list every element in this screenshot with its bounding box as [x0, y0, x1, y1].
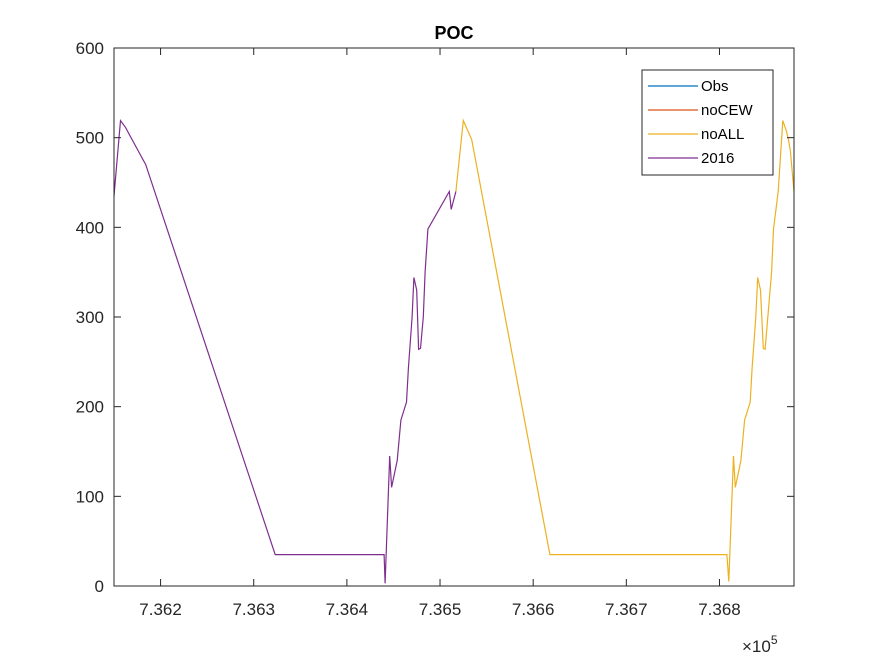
x-exponent-label: ×105: [742, 633, 778, 656]
x-tick-label: 7.367: [605, 600, 648, 619]
x-exponent-power: 5: [771, 633, 778, 647]
series-line-2016: [113, 118, 457, 584]
series-line-noall: [455, 118, 795, 582]
legend-label-obs: Obs: [701, 78, 729, 95]
y-tick-label: 200: [76, 398, 104, 417]
axes: 7.362 7.363 7.364 7.365 7.366 7.367 7.368 0 100 2…: [76, 39, 795, 619]
legend-label-2016: 2016: [701, 150, 734, 167]
x-tick-label: 7.363: [232, 600, 275, 619]
x-tick-label: 7.364: [326, 600, 369, 619]
y-tick-label: 100: [76, 487, 104, 506]
chart-title: POC: [434, 23, 473, 43]
x-tick-label: 7.365: [419, 600, 462, 619]
legend-label-noall: noALL: [701, 126, 744, 143]
x-tick-label: 7.366: [512, 600, 555, 619]
y-tick-label: 0: [95, 577, 104, 596]
legend: Obs noCEW noALL 2016: [641, 69, 774, 176]
y-tick-label: 400: [76, 218, 104, 237]
y-tick-label: 600: [76, 39, 104, 58]
x-tick-label: 7.368: [698, 600, 741, 619]
legend-label-nocew: noCEW: [701, 102, 754, 119]
y-tick-label: 500: [76, 129, 104, 148]
series-layer: [113, 118, 795, 584]
y-tick-label: 300: [76, 308, 104, 327]
x-tick-label: 7.362: [139, 600, 182, 619]
x-exponent-base: ×10: [742, 637, 771, 656]
